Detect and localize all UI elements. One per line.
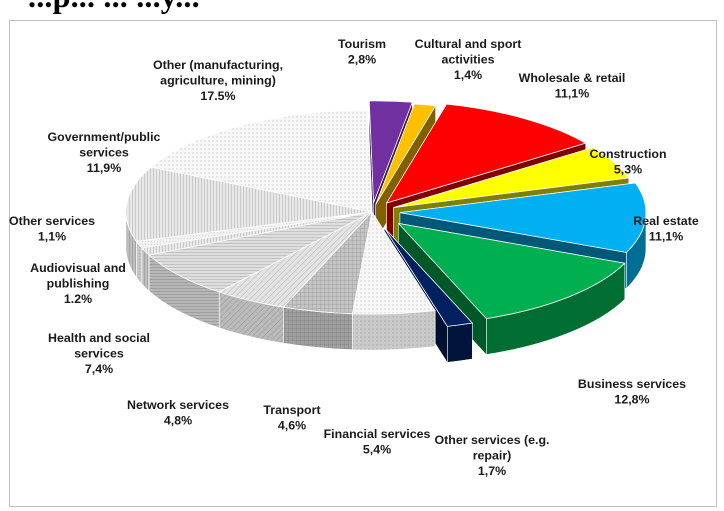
slice-name-1-0: Cultural and sport xyxy=(415,37,522,51)
slice-name-4-0: Real estate xyxy=(633,214,699,228)
pie-slice-7 xyxy=(351,210,436,315)
slice-value-7: 5,4% xyxy=(363,443,391,457)
slice-value-14: 17.5% xyxy=(200,89,235,103)
pie-slice-0 xyxy=(368,100,413,204)
slice-value-0: 2,8% xyxy=(348,53,376,67)
slice-name-6-0: Other services (e.g. xyxy=(434,433,549,447)
pie-slice-2 xyxy=(385,103,587,204)
slice-name-9-0: Network services xyxy=(127,398,229,412)
slice-label-1: Cultural and sport activities 1,4% xyxy=(415,37,522,82)
page-heading: ...p... ... ...y... xyxy=(28,0,200,15)
slice-name-6-1: repair) xyxy=(473,449,512,463)
slice-name-13-0: Government/public xyxy=(48,130,161,144)
slice-value-2: 11,1% xyxy=(555,87,589,101)
slice-value-10: 7,4% xyxy=(85,362,113,376)
slice-label-11: Audiovisual and publishing 1.2% xyxy=(30,261,126,306)
slice-name-14-1: agriculture, mining) xyxy=(160,74,276,88)
pie-slice-10 xyxy=(148,211,373,293)
slice-value-4: 11,1% xyxy=(649,230,683,244)
pie-slice-13 xyxy=(125,166,373,242)
pie-slice-6-side xyxy=(447,322,473,363)
pie-slice-14 xyxy=(150,109,373,213)
slice-label-10: Health and social services 7,4% xyxy=(48,331,150,376)
slice-name-10-0: Health and social xyxy=(48,331,150,345)
slice-value-3: 5,3% xyxy=(614,163,642,177)
slice-label-4: Real estate 11,1% xyxy=(633,214,699,244)
pie-slice-7-side-shade xyxy=(352,310,436,351)
slice-label-2: Wholesale & retail 11,1% xyxy=(519,71,626,101)
slice-label-12: Other services 1,1% xyxy=(9,214,95,244)
slice-value-1: 1,4% xyxy=(454,68,482,82)
slice-name-10-1: services xyxy=(74,347,124,361)
slice-value-12: 1,1% xyxy=(38,230,66,244)
slice-value-8: 4,6% xyxy=(278,419,306,433)
slice-name-14-0: Other (manufacturing, xyxy=(153,58,283,72)
pie-slice-4 xyxy=(399,182,647,253)
slice-value-13: 11,9% xyxy=(87,161,121,175)
slice-value-9: 4,8% xyxy=(164,414,192,428)
pie-slice-3 xyxy=(393,147,630,208)
slice-name-0-0: Tourism xyxy=(338,37,386,51)
slice-label-5: Business services 12,8% xyxy=(578,377,686,407)
slice-name-13-1: services xyxy=(79,146,129,160)
pie-slice-1 xyxy=(375,103,437,205)
slice-name-7-0: Financial services xyxy=(324,427,431,441)
slice-label-13: Government/public services 11,9% xyxy=(48,130,161,175)
slice-name-1-1: activities xyxy=(441,53,494,67)
slice-name-3-0: Construction xyxy=(589,147,666,161)
pie-slice-5 xyxy=(397,222,626,320)
slice-name-12-0: Other services xyxy=(9,214,95,228)
slice-label-8: Transport 4,6% xyxy=(263,403,320,433)
slice-value-5: 12,8% xyxy=(614,393,649,407)
pie-slice-6 xyxy=(383,227,474,327)
slice-value-6: 1,7% xyxy=(478,464,506,478)
slice-name-11-0: Audiovisual and xyxy=(30,261,126,275)
slice-name-2-0: Wholesale & retail xyxy=(519,71,626,85)
slice-label-6: Other services (e.g. repair) 1,7% xyxy=(434,433,549,478)
pie-slice-12-side-shade xyxy=(136,240,143,285)
slice-label-9: Network services 4,8% xyxy=(127,398,229,428)
slice-label-0: Tourism 2,8% xyxy=(338,37,386,67)
slice-value-11: 1.2% xyxy=(64,292,92,306)
slice-label-14: Other (manufacturing, agriculture, mining… xyxy=(153,58,283,103)
slice-name-8-0: Transport xyxy=(263,403,320,417)
slice-label-7: Financial services 5,4% xyxy=(324,427,431,457)
slice-name-5-0: Business services xyxy=(578,377,686,391)
slice-label-3: Construction 5,3% xyxy=(589,147,666,177)
slice-name-11-1: publishing xyxy=(47,277,110,291)
